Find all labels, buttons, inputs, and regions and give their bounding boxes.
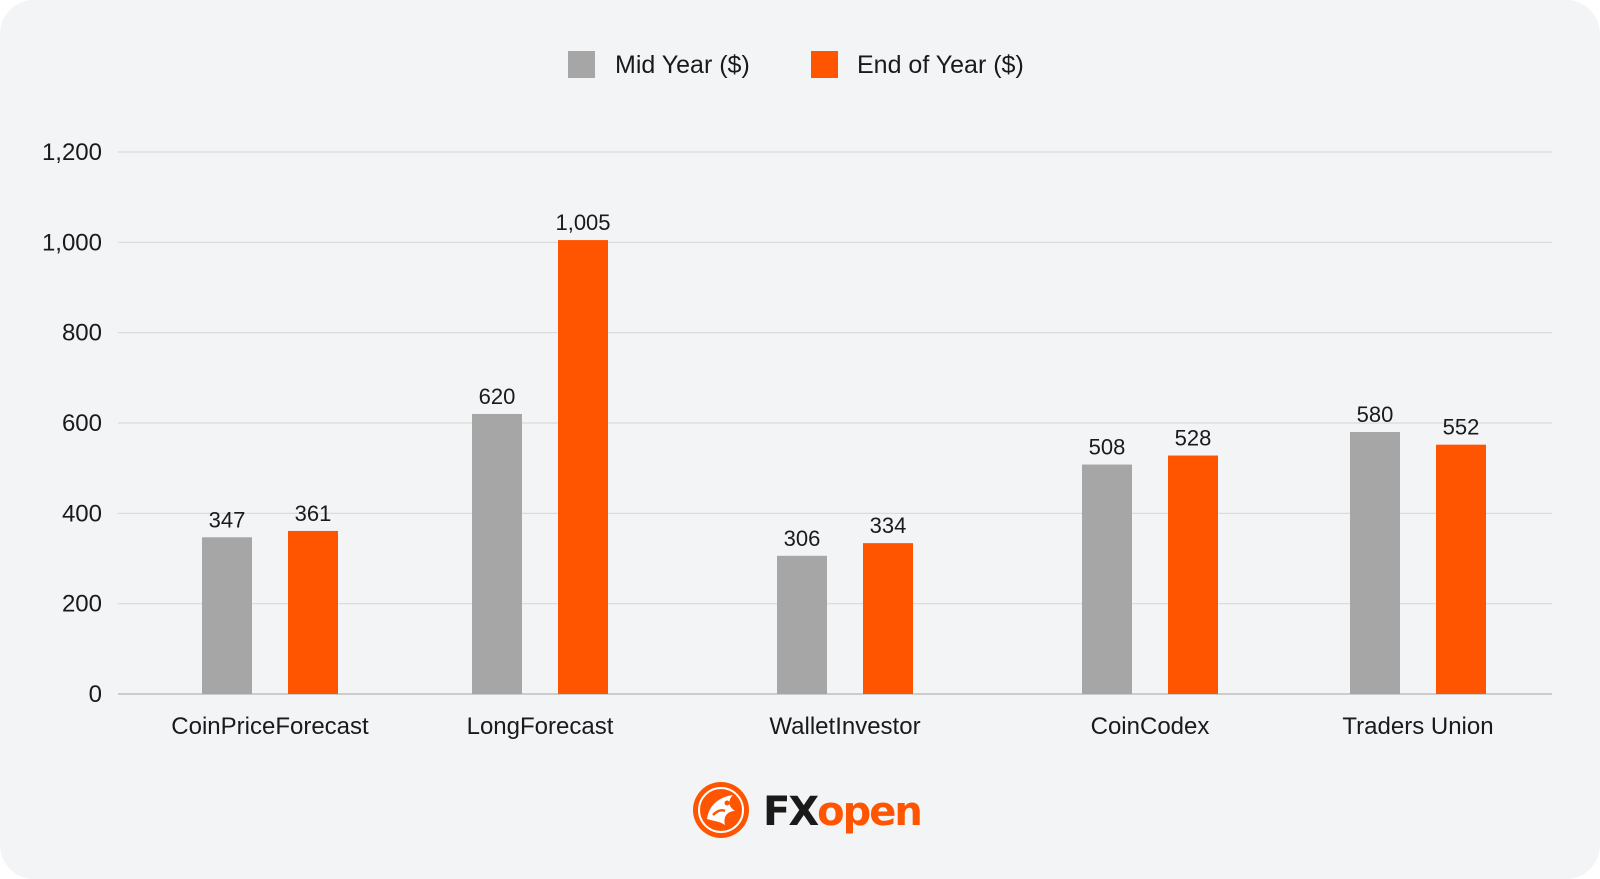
mid-year-value-label: 347 [209,507,246,532]
end-of-year-value-label: 528 [1175,426,1212,451]
end-of-year-value-label: 552 [1443,415,1480,440]
brand-name-fx: FX [763,789,819,835]
end-of-year-value-label: 1,005 [555,210,610,235]
y-tick-label: 1,000 [42,229,102,256]
legend: Mid Year ($) End of Year ($) [568,51,1024,79]
mid-year-value-label: 580 [1357,402,1394,427]
bars [202,240,1486,694]
y-axis-ticks: 0 200 400 600 800 1,000 1,200 [42,139,102,708]
end-of-year-bar [288,530,338,694]
y-tick-label: 800 [62,320,102,347]
legend-label-mid-year: Mid Year ($) [615,51,750,79]
end-of-year-bar [1168,455,1218,694]
fxopen-emblem-icon [693,782,749,838]
fxopen-logo: FXopen [693,782,923,838]
y-tick-label: 600 [62,410,102,437]
mid-year-bar [1350,432,1400,694]
mid-year-bar [202,537,252,694]
mid-year-bar [777,555,827,694]
gridlines [118,151,1552,695]
category-label: CoinCodex [1091,713,1210,740]
mid-year-value-label: 620 [479,384,516,409]
category-label: CoinPriceForecast [171,713,369,740]
end-of-year-value-label: 361 [295,501,332,526]
y-tick-label: 1,200 [42,139,102,166]
brand-name-open: open [817,789,921,835]
value-labels: 347 361 620 1,005 306 334 508 528 580 552 [209,210,1480,551]
y-tick-label: 400 [62,500,102,527]
legend-swatch-mid-year [568,51,595,78]
category-label: Traders Union [1342,713,1493,740]
category-label: WalletInvestor [769,713,920,740]
svg-text:FXopen: FXopen [763,789,921,835]
end-of-year-bar [863,543,913,694]
end-of-year-value-label: 334 [870,513,907,538]
y-tick-label: 0 [89,681,102,708]
mid-year-bar [472,413,522,694]
y-tick-label: 200 [62,591,102,618]
mid-year-bar [1082,464,1132,694]
x-axis-labels: CoinPriceForecast LongForecast WalletInves… [171,713,1493,740]
mid-year-value-label: 508 [1089,435,1126,460]
legend-swatch-end-of-year [811,51,838,78]
category-label: LongForecast [467,713,614,740]
mid-year-value-label: 306 [784,526,821,551]
legend-label-end-of-year: End of Year ($) [857,51,1024,79]
end-of-year-bar [558,240,608,694]
end-of-year-bar [1436,444,1486,694]
